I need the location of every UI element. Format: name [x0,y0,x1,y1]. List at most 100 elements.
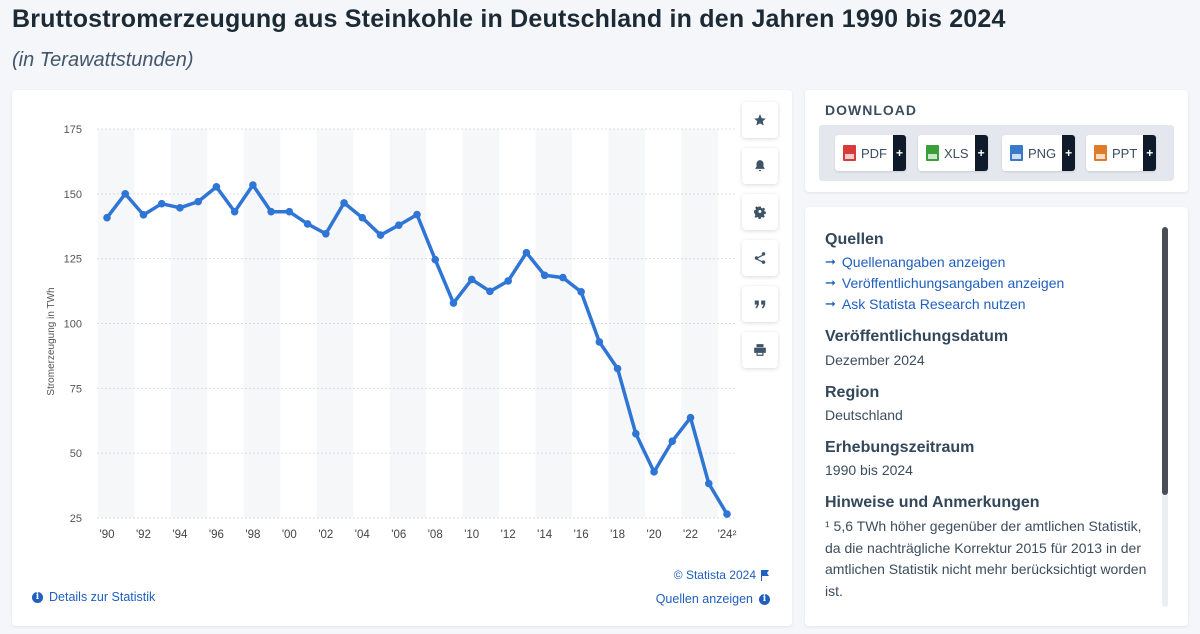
cite-button[interactable] [742,286,778,322]
data-point [504,277,512,285]
download-xls-label: XLS [944,145,969,161]
data-point [686,413,695,422]
data-point [285,207,294,216]
data-point [467,275,476,284]
flag-icon [761,569,769,581]
x-tick-label: '12 [501,529,516,541]
source-link-label: Veröffentlichungsangaben anzeigen [841,275,1065,291]
x-tick-label: '96 [209,529,224,541]
bell-icon [755,160,765,172]
chart-band [462,129,500,518]
data-point [723,510,731,518]
line-chart: 25 50 75 100 125 150 175 '90 '92 '94 '96 '98 '00 '02 '… [46,124,737,541]
notification-button[interactable] [742,148,778,184]
details-link-label: Details zur Statistik [49,590,156,604]
y-tick-label: 175 [64,124,82,136]
download-pdf-plus[interactable]: + [893,135,906,171]
x-tick-label: '10 [464,529,479,541]
data-point [249,181,257,189]
x-tick-label: '02 [318,529,333,541]
favorite-button[interactable] [742,102,778,138]
x-tick-label: '20 [647,529,662,541]
data-point [394,221,403,230]
x-tick-label: '06 [391,529,406,541]
data-point [577,288,585,296]
x-tick-label: '08 [428,529,443,541]
scrollbar-thumb[interactable] [1162,227,1168,495]
download-ppt-label: PPT [1112,145,1138,161]
x-tick-label: '92 [136,529,151,541]
png-file-icon [1010,145,1023,161]
x-tick-label: '94 [172,529,188,541]
data-point [230,207,239,216]
download-bar: PDF + XLS + PNG + PPT + [819,125,1174,181]
data-point [194,197,202,206]
y-tick-label: 125 [64,254,82,266]
data-point [212,183,221,191]
sources-heading: Quellen [825,231,884,248]
data-point [413,210,421,219]
x-tick-label: '16 [574,529,589,541]
sources-link[interactable]: Quellen anzeigen i [656,592,770,606]
x-tick-label: '24² [718,529,737,541]
copyright-link[interactable]: © Statista 2024 [674,568,770,582]
print-button[interactable] [742,332,778,368]
settings-button[interactable] [742,194,778,230]
info-panel: Quellen ➞ Quellenangaben anzeigen ➞ Veröff… [805,207,1188,626]
download-xls-button[interactable]: XLS + [918,135,988,171]
source-link-label: Ask Statista Research nutzen [841,296,1026,312]
data-point [431,255,440,264]
xls-file-icon [926,145,939,161]
data-point [103,213,111,222]
data-point [322,229,330,238]
download-pdf-button[interactable]: PDF + [835,135,906,171]
data-point [486,287,494,296]
pdf-file-icon [843,145,856,161]
download-ppt-plus[interactable]: + [1143,135,1157,171]
region-value: Deutschland [825,407,903,423]
download-png-label: PNG [1028,145,1057,161]
details-link[interactable]: i Details zur Statistik [32,590,155,604]
x-tick-label: '22 [683,529,698,541]
download-panel: DOWNLOAD PDF + XLS + PNG + PPT + [805,90,1188,192]
x-tick-label: '14 [537,529,553,541]
star-icon [754,114,766,126]
x-tick-label: '18 [610,529,625,541]
arrow-right-icon: ➞ [825,296,836,311]
page-header: Bruttostromerzeugung aus Steinkohle in D… [12,4,1006,72]
share-button[interactable] [742,240,778,276]
data-point [176,204,184,212]
chart-card: 25 50 75 100 125 150 175 '90 '92 '94 '96 '98 '00 '02 '… [12,90,792,626]
data-point [668,437,677,446]
page-title: Bruttostromerzeugung aus Steinkohle in D… [12,5,1006,33]
data-point [650,468,658,476]
data-point [340,199,348,207]
data-point [559,273,567,282]
source-link-publication[interactable]: ➞ Veröffentlichungsangaben anzeigen [825,275,1064,291]
pub-date-value: Dezember 2024 [825,352,925,368]
source-link-research[interactable]: ➞ Ask Statista Research nutzen [825,296,1026,312]
arrow-right-icon: ➞ [825,254,836,269]
share-icon [754,252,766,264]
y-tick-label: 100 [64,319,82,331]
download-ppt-button[interactable]: PPT + [1086,135,1157,171]
info-icon: i [32,591,43,603]
y-axis-label: Stromerzeugung in TWh [46,287,57,395]
data-point [595,338,604,346]
download-xls-plus[interactable]: + [974,135,988,171]
source-link-references[interactable]: ➞ Quellenangaben anzeigen [825,254,1005,270]
period-value: 1990 bis 2024 [825,462,913,478]
region-heading: Region [825,384,880,401]
copyright-text: © Statista 2024 [673,568,756,582]
data-point [522,248,531,257]
arrow-right-icon: ➞ [825,275,836,290]
y-tick-label: 75 [70,383,82,395]
download-png-button[interactable]: PNG + [1002,135,1076,171]
data-point [358,213,367,222]
page-subtitle: (in Terawattstunden) [12,49,194,71]
download-pdf-label: PDF [861,145,887,161]
download-png-plus[interactable]: + [1062,135,1076,171]
x-tick-label: '98 [245,529,260,541]
data-point [449,299,458,307]
y-tick-label: 25 [70,513,82,525]
